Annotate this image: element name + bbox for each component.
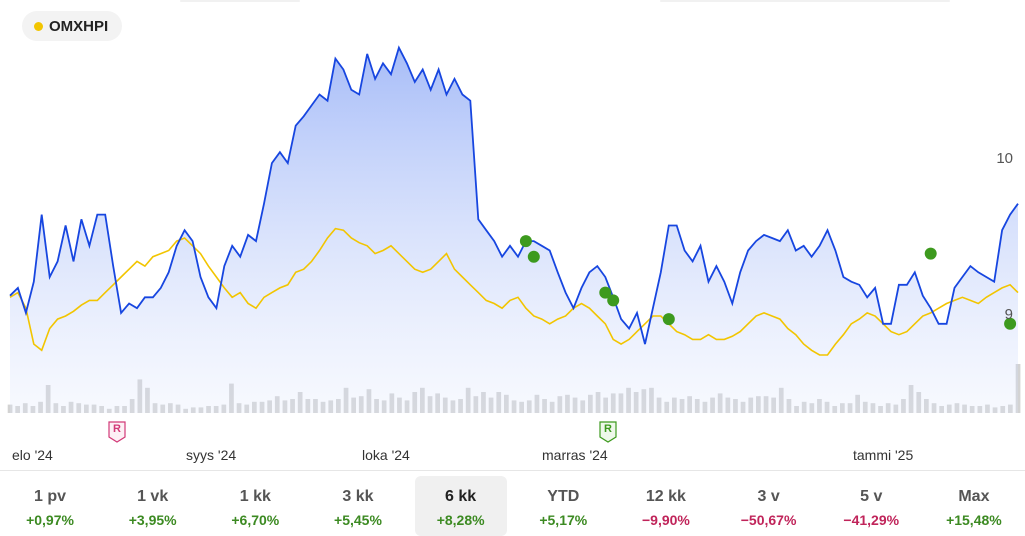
period-tab-12m[interactable]: 12 kk −9,90% bbox=[620, 476, 712, 536]
event-point[interactable] bbox=[519, 235, 532, 248]
main-series-area bbox=[10, 47, 1018, 413]
period-label: 5 v bbox=[860, 488, 883, 505]
period-change: +15,48% bbox=[946, 512, 1002, 528]
marker-label: R bbox=[113, 423, 121, 435]
chart-svg bbox=[7, 45, 1021, 413]
period-tab-6m[interactable]: 6 kk +8,28% bbox=[414, 476, 507, 536]
event-point[interactable] bbox=[607, 294, 620, 307]
period-change: −50,67% bbox=[740, 512, 797, 528]
event-point[interactable] bbox=[527, 250, 540, 263]
marker-badge-icon bbox=[599, 421, 617, 443]
period-label: 1 vk bbox=[137, 488, 169, 505]
x-tick-label: tammi '25 bbox=[853, 447, 914, 463]
report-marker-pink[interactable]: R bbox=[108, 421, 126, 443]
marker-badge-icon bbox=[108, 421, 126, 443]
event-points bbox=[519, 235, 1017, 330]
period-tab-max[interactable]: Max +15,48% bbox=[928, 476, 1020, 536]
top-strip bbox=[660, 0, 950, 2]
report-marker-green[interactable]: R bbox=[599, 421, 617, 443]
period-tab-1w[interactable]: 1 vk +3,95% bbox=[107, 476, 199, 536]
period-change: +0,97% bbox=[26, 512, 74, 528]
x-tick-label: elo '24 bbox=[12, 447, 53, 463]
period-change: −41,29% bbox=[843, 512, 900, 528]
marker-label: R bbox=[604, 423, 612, 435]
event-point[interactable] bbox=[662, 313, 675, 326]
period-change: +6,70% bbox=[231, 512, 280, 528]
event-point[interactable] bbox=[924, 247, 937, 260]
main-series-line bbox=[9, 45, 1019, 345]
period-label: 1 pv bbox=[33, 488, 66, 505]
x-tick-label: loka '24 bbox=[362, 447, 410, 463]
period-tab-1m[interactable]: 1 kk +6,70% bbox=[209, 476, 301, 536]
period-tab-3y[interactable]: 3 v −50,67% bbox=[723, 476, 815, 536]
x-tick-label: syys '24 bbox=[186, 447, 237, 463]
period-label: 3 v bbox=[757, 488, 780, 505]
period-label: 1 kk bbox=[239, 488, 271, 505]
period-change: −9,90% bbox=[642, 512, 690, 528]
period-label: 12 kk bbox=[645, 488, 686, 505]
legend-label: OMXHPI bbox=[49, 17, 109, 35]
index-series-line bbox=[9, 227, 1019, 356]
period-label: 3 kk bbox=[342, 488, 374, 505]
period-label: 6 kk bbox=[445, 488, 477, 505]
period-change: +5,17% bbox=[539, 512, 588, 528]
period-change: +8,28% bbox=[436, 512, 485, 528]
legend-dot-icon bbox=[34, 21, 43, 31]
period-change: +3,95% bbox=[128, 512, 177, 528]
volume-bar bbox=[1015, 364, 1021, 413]
period-selector: 1 pv +0,97% 1 vk +3,95% 1 kk +6,70% 3 kk… bbox=[4, 476, 1020, 536]
period-tab-5y[interactable]: 5 v −41,29% bbox=[825, 476, 917, 536]
y-tick-label: 10 bbox=[996, 150, 1013, 167]
price-chart[interactable]: OMXHPI 10 9 R R elo '24 syys '24 loka '2… bbox=[0, 0, 1025, 470]
top-strip bbox=[180, 0, 300, 2]
y-tick-label: 9 bbox=[1004, 306, 1013, 323]
period-tab-1d[interactable]: 1 pv +0,97% bbox=[4, 476, 96, 536]
x-tick-label: marras '24 bbox=[542, 447, 608, 463]
period-label: YTD bbox=[547, 488, 580, 505]
event-point[interactable] bbox=[1004, 317, 1017, 330]
divider bbox=[0, 470, 1025, 471]
period-label: Max bbox=[958, 488, 990, 505]
period-change: +5,45% bbox=[334, 512, 382, 528]
event-point[interactable] bbox=[599, 286, 612, 299]
period-tab-ytd[interactable]: YTD +5,17% bbox=[517, 476, 609, 536]
legend-item-omxhpi[interactable]: OMXHPI bbox=[22, 11, 123, 41]
period-tab-3m[interactable]: 3 kk +5,45% bbox=[312, 476, 404, 536]
